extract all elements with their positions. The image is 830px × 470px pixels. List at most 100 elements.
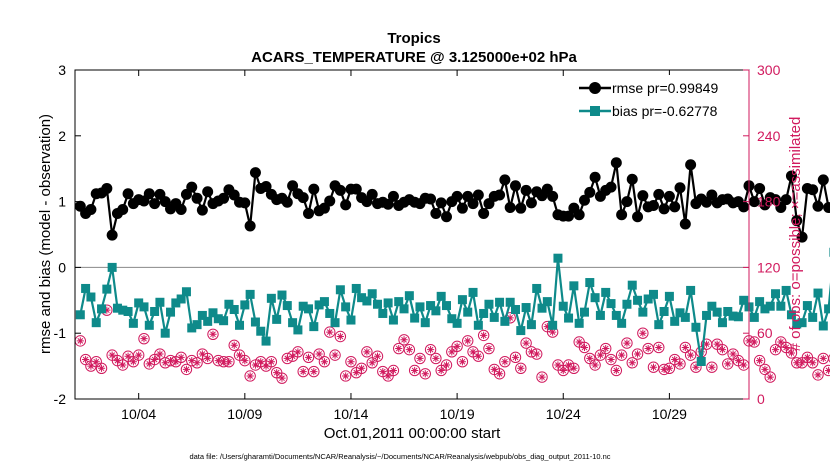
rmse-point [499,174,511,186]
y-tick-label-right: 120 [757,259,781,275]
bias-point [97,304,107,314]
bias-point [558,301,568,311]
obs-point [371,350,384,362]
bias-point [765,301,775,311]
obs-point [722,358,734,370]
bias-point [786,310,796,320]
obs-point [515,362,527,374]
bias-point [150,306,160,316]
bias-point [532,283,542,293]
bias-point [399,304,409,314]
bias-point [250,317,260,327]
bias-point [357,293,367,303]
bias-point [691,322,701,332]
bias-point [118,305,128,315]
rmse-point [106,229,118,241]
bias-point [102,284,112,294]
rmse-point [297,192,309,204]
obs-point [706,361,718,373]
obs-point [812,369,824,381]
bias-point [266,293,276,303]
obs-point [462,335,474,347]
obs-point [408,364,421,377]
bias-point [569,281,579,291]
bias-point [160,328,170,338]
bias-point [468,287,478,297]
obs-point [387,364,400,377]
obs-point [324,326,336,338]
rmse-point [196,204,208,216]
bias-point [781,285,791,295]
bias-point [654,320,664,330]
bias-point [526,320,536,330]
bias-point [633,295,643,305]
legend-bias-label: bias pr=-0.62778 [612,103,718,119]
bias-point [224,299,234,309]
rmse-point [791,215,803,227]
rmse-point [191,192,203,204]
bias-point [590,293,600,303]
obs-point [679,341,692,354]
rmse-point [616,209,628,221]
rmse-point [605,181,617,193]
obs-point [828,354,830,363]
y-tick-label-left: 0 [58,259,66,275]
bias-point [426,301,436,311]
bias-point [293,325,303,335]
bias-point [346,315,356,325]
bias-point [420,318,430,328]
bias-point [213,314,223,324]
rmse-point [456,202,468,214]
bias-point [107,262,117,272]
bias-point [760,304,770,314]
bias-point [431,306,441,316]
bias-point [717,318,727,328]
bias-point [335,285,345,295]
obs-point [95,362,108,374]
bias-point [208,308,218,318]
bias-point [733,312,743,322]
rmse-point [249,167,261,179]
footer-datafile: data file: /Users/gharamti/Documents/NCA… [189,452,610,461]
obs-point [239,354,251,367]
rmse-point [451,190,463,202]
obs-point [785,347,798,359]
rmse-point [239,197,251,209]
bias-point [128,318,138,328]
rmse-point [366,188,378,200]
rmse-point [308,183,320,195]
series-obs-possible [74,304,830,384]
bias-point [319,297,329,307]
bias-point [203,316,213,326]
rmse-point [387,190,399,202]
rmse-point [472,189,484,201]
plot-area [75,70,749,399]
obs-point [138,332,150,345]
bias-point [728,311,738,321]
obs-point [817,352,829,365]
obs-point [451,340,463,353]
bias-point [505,297,515,307]
obs-point [355,362,368,374]
rmse-point [807,184,819,196]
bias-point [818,321,828,331]
y-tick-label-right: 180 [757,194,781,210]
obs-point [520,337,532,349]
bias-point [771,289,781,299]
bias-point [813,288,823,298]
legend-rmse-marker [589,82,601,94]
obs-point [334,330,347,343]
bias-point [579,307,589,317]
y-axis-label-right: # of obs: o=possible; ×=assimilated [787,117,804,352]
bias-point [144,320,154,330]
rmse-point [610,157,622,169]
rmse-point [637,190,649,202]
bias-point [447,314,457,324]
rmse-point [706,189,718,201]
obs-point [308,365,320,378]
bias-point [288,318,298,328]
bias-point [664,291,674,301]
obs-point [207,328,219,340]
bias-point [495,297,505,307]
